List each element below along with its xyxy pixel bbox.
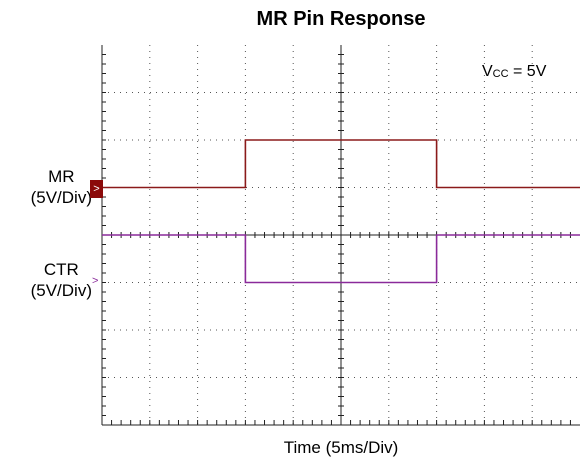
- ctr-channel-label: CTR (5V/Div): [31, 259, 92, 301]
- mr-label-line1: MR: [48, 167, 75, 186]
- mr-label-line2: (5V/Div): [30, 188, 92, 207]
- trace-ctr: [102, 234, 580, 284]
- vcc-sub: CC: [492, 68, 509, 80]
- vcc-main: V: [482, 63, 493, 80]
- ctr-label-line2: (5V/Div): [30, 281, 92, 300]
- ctr-channel-marker-icon: >: [92, 275, 99, 287]
- mr-channel-marker-icon: >: [90, 180, 103, 198]
- vcc-annotation: VCC = 5V: [482, 63, 546, 81]
- ctr-label-line1: CTR: [43, 260, 79, 279]
- x-axis-label: Time (5ms/Div): [283, 438, 399, 457]
- vcc-rest: = 5V: [508, 63, 547, 80]
- chart-title: MR Pin Response: [256, 8, 426, 30]
- trace-mr: [102, 139, 580, 189]
- mr-channel-label: MR (5V/Div): [31, 166, 92, 208]
